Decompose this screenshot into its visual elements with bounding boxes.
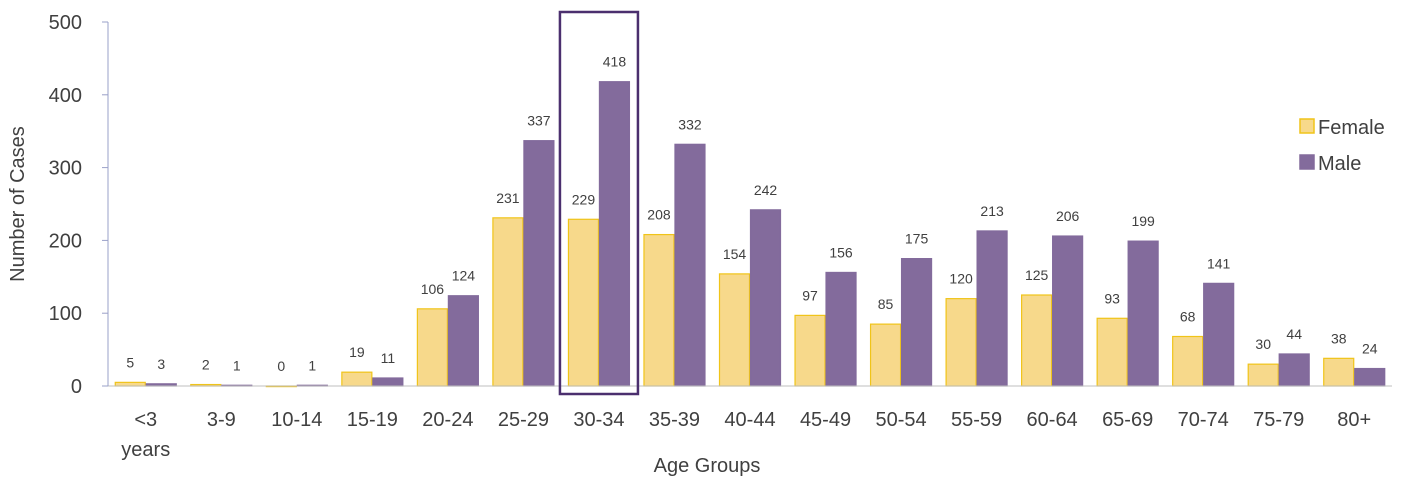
x-tick-label-3-years: <3 years bbox=[121, 409, 170, 461]
bar-male-80 bbox=[1354, 367, 1386, 387]
data-label-male-25-29: 337 bbox=[527, 113, 551, 129]
data-label-female-3-years: 5 bbox=[126, 354, 134, 370]
data-label-male-15-19: 11 bbox=[381, 350, 396, 366]
bar-male-25-29 bbox=[523, 140, 555, 387]
data-label-female-3-9: 2 bbox=[202, 357, 210, 373]
bar-male-50-54 bbox=[900, 258, 933, 387]
x-tick-label-55-59: 55-59 bbox=[951, 409, 1002, 431]
data-label-male-70-74: 141 bbox=[1207, 255, 1231, 271]
data-label-male-45-49: 156 bbox=[829, 244, 853, 260]
data-label-female-75-79: 30 bbox=[1255, 336, 1271, 352]
data-labels: 5 3 2 1 0 119 11106124231337229418208332154242… bbox=[126, 54, 1377, 374]
y-axis-title: Number of Cases bbox=[7, 126, 29, 282]
bar-female-30-34 bbox=[567, 218, 600, 387]
bars bbox=[114, 81, 1386, 388]
bar-female-3-years bbox=[114, 381, 146, 387]
x-tick-label-75-79: 75-79 bbox=[1253, 409, 1304, 431]
x-tick-label-15-19: 15-19 bbox=[347, 409, 398, 431]
x-tick-label-65-69: 65-69 bbox=[1102, 409, 1153, 431]
bar-male-75-79 bbox=[1278, 353, 1310, 387]
x-tick-label-40-44: 40-44 bbox=[724, 409, 775, 431]
bar-male-45-49 bbox=[825, 271, 857, 387]
data-label-male-3-years: 3 bbox=[157, 356, 165, 372]
bar-male-70-74 bbox=[1203, 282, 1235, 387]
y-tick-label-100: 100 bbox=[49, 303, 82, 325]
data-label-female-20-24: 106 bbox=[421, 281, 445, 297]
x-tick-label-35-39: 35-39 bbox=[649, 409, 700, 431]
y-tick-label-300: 300 bbox=[49, 158, 82, 180]
x-tick-label-10-14: 10-14 bbox=[271, 409, 322, 431]
data-label-female-15-19: 19 bbox=[349, 344, 365, 360]
data-label-female-30-34: 229 bbox=[572, 191, 596, 207]
legend-swatch-female bbox=[1299, 118, 1315, 134]
x-tick-label-80: 80+ bbox=[1337, 409, 1371, 431]
bar-male-55-59 bbox=[976, 230, 1008, 387]
data-label-female-60-64: 125 bbox=[1025, 267, 1049, 283]
data-label-male-35-39: 332 bbox=[678, 116, 702, 132]
data-label-male-55-59: 213 bbox=[980, 203, 1004, 219]
data-label-female-50-54: 85 bbox=[878, 296, 894, 312]
bar-female-55-59 bbox=[945, 298, 977, 387]
legend-label-male: Male bbox=[1318, 153, 1361, 175]
bar-female-20-24 bbox=[416, 308, 448, 387]
data-label-female-10-14: 0 bbox=[277, 358, 285, 374]
data-label-male-3-9: 1 bbox=[233, 357, 241, 373]
x-axis: <3 years 3-9 10-14 15-19 20-24 25-29 30-34 35-39… bbox=[121, 409, 1371, 461]
bar-male-20-24 bbox=[447, 295, 479, 387]
data-label-female-45-49: 97 bbox=[802, 287, 818, 303]
x-tick-label-25-29: 25-29 bbox=[498, 409, 549, 431]
bar-female-65-69 bbox=[1096, 317, 1128, 387]
x-tick-label-20-24: 20-24 bbox=[422, 409, 473, 431]
bar-male-60-64 bbox=[1052, 235, 1084, 387]
data-label-male-60-64: 206 bbox=[1056, 208, 1080, 224]
bar-female-45-49 bbox=[794, 314, 826, 387]
data-label-female-65-69: 93 bbox=[1104, 290, 1120, 306]
data-label-male-20-24: 124 bbox=[452, 268, 476, 284]
legend: Female Male bbox=[1299, 117, 1385, 175]
x-tick-label-45-49: 45-49 bbox=[800, 409, 851, 431]
x-axis-title: Age Groups bbox=[654, 455, 761, 477]
y-tick-label-500: 500 bbox=[49, 12, 82, 34]
data-label-male-50-54: 175 bbox=[905, 231, 929, 247]
x-tick-label-30-34: 30-34 bbox=[573, 409, 624, 431]
y-tick-label-400: 400 bbox=[49, 85, 82, 107]
x-tick-label-3-9: 3-9 bbox=[207, 409, 236, 431]
data-label-male-30-34: 418 bbox=[603, 54, 627, 70]
data-label-female-25-29: 231 bbox=[496, 190, 520, 206]
bar-female-40-44 bbox=[718, 273, 751, 387]
x-tick-label-70-74: 70-74 bbox=[1178, 409, 1229, 431]
data-label-female-80: 38 bbox=[1331, 330, 1347, 346]
bar-male-40-44 bbox=[749, 209, 782, 387]
bar-female-80 bbox=[1323, 357, 1355, 387]
bar-male-65-69 bbox=[1127, 240, 1159, 387]
bar-female-75-79 bbox=[1247, 363, 1279, 387]
data-label-female-40-44: 154 bbox=[723, 246, 747, 262]
bar-female-25-29 bbox=[492, 217, 524, 387]
data-label-female-55-59: 120 bbox=[949, 271, 973, 287]
bar-female-50-54 bbox=[869, 323, 902, 387]
data-label-male-40-44: 242 bbox=[754, 182, 778, 198]
bar-male-35-39 bbox=[674, 143, 706, 387]
bar-female-60-64 bbox=[1021, 294, 1053, 387]
data-label-male-80: 24 bbox=[1362, 341, 1378, 357]
data-label-male-65-69: 199 bbox=[1131, 213, 1155, 229]
y-axis: 0 100 200 300 400 500 bbox=[49, 12, 108, 398]
bar-male-30-34 bbox=[598, 81, 631, 387]
bar-female-70-74 bbox=[1172, 335, 1204, 387]
data-label-male-10-14: 1 bbox=[308, 357, 316, 373]
bar-female-15-19 bbox=[341, 371, 373, 387]
data-label-female-70-74: 68 bbox=[1180, 308, 1196, 324]
legend-label-female: Female bbox=[1318, 117, 1385, 139]
x-tick-label-60-64: 60-64 bbox=[1027, 409, 1078, 431]
data-label-female-35-39: 208 bbox=[647, 207, 671, 223]
bar-female-35-39 bbox=[643, 233, 675, 387]
legend-swatch-male bbox=[1299, 154, 1315, 170]
x-tick-label-50-54: 50-54 bbox=[875, 409, 926, 431]
y-tick-label-200: 200 bbox=[49, 230, 82, 252]
bar-male-15-19 bbox=[372, 377, 404, 387]
data-label-male-75-79: 44 bbox=[1286, 326, 1302, 342]
highlight-box bbox=[558, 10, 640, 396]
y-tick-label-0: 0 bbox=[71, 376, 82, 398]
